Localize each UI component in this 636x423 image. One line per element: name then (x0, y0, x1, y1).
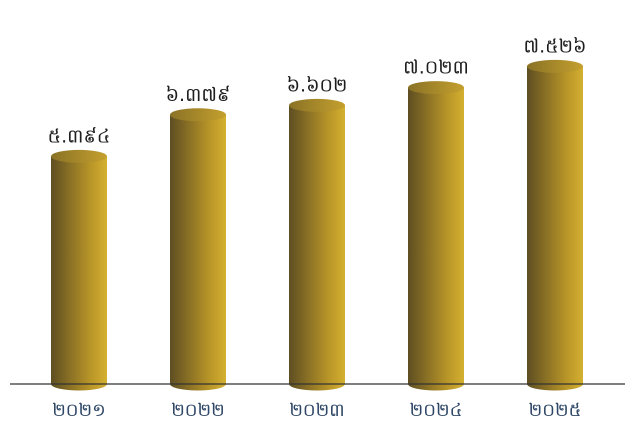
category-label: ២០២៤ (410, 400, 463, 421)
bar-body (170, 114, 227, 391)
value-label: ៦.៣៧៩ (166, 84, 231, 106)
bar-top (170, 108, 226, 122)
bar-top (289, 98, 345, 112)
bar-body (289, 105, 345, 391)
category-label: ២០២៥ (529, 400, 582, 421)
bar (408, 81, 465, 391)
bars-group (51, 59, 583, 391)
bar-top (527, 59, 583, 73)
bar-body (51, 156, 107, 391)
category-label: ២០២២ (171, 400, 225, 421)
bar-top (51, 149, 107, 163)
value-label: ៧.៥២៦ (524, 35, 587, 57)
bar (170, 108, 227, 391)
bar-body (408, 87, 465, 391)
category-label: ២០២៣ (289, 400, 344, 421)
value-label: ៥.៣៩៤ (48, 125, 111, 147)
value-label: ៧.០២៣ (403, 57, 469, 79)
bar (289, 98, 345, 391)
bar-body (527, 66, 583, 391)
bar (527, 59, 583, 391)
category-label: ២០២១ (52, 400, 106, 421)
bar-top (408, 81, 464, 95)
value-label: ៦.៦០២ (287, 74, 348, 96)
bar (51, 149, 107, 391)
